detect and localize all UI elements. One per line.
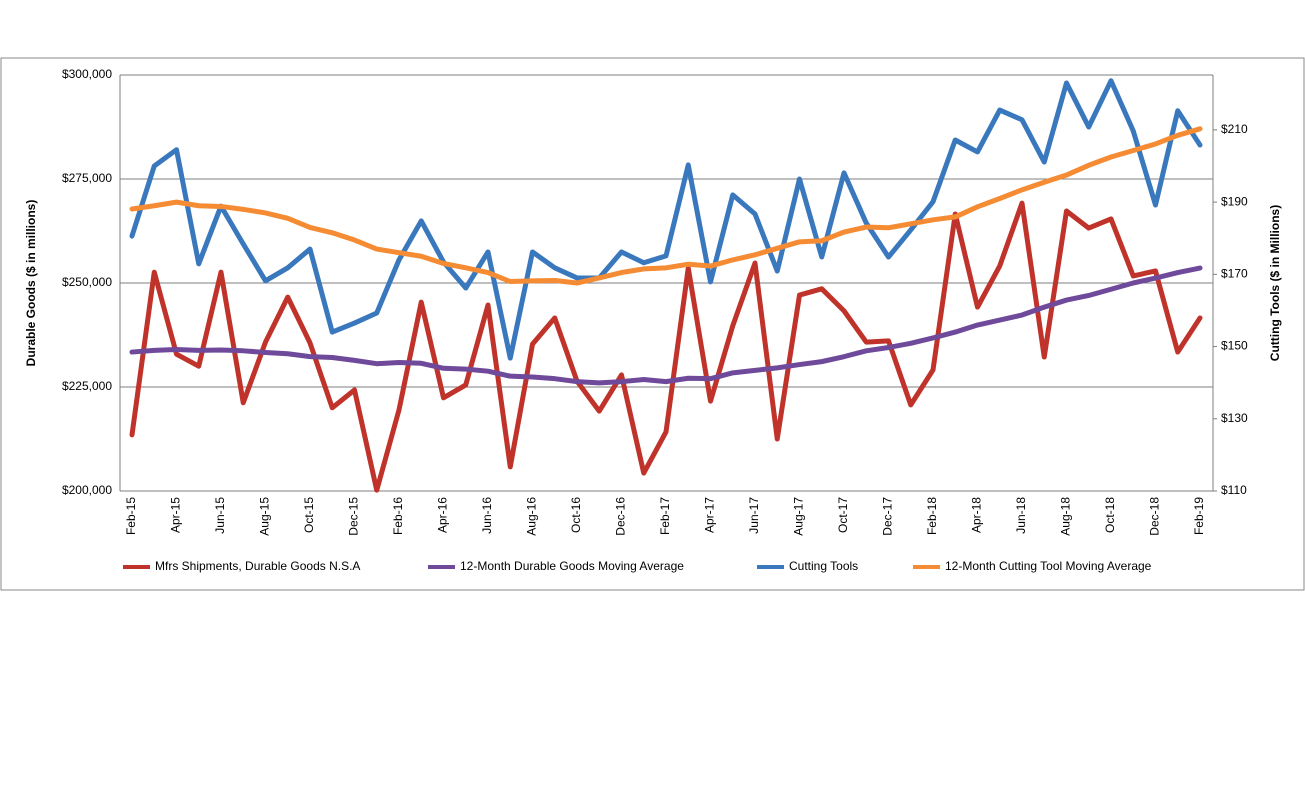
data-line bbox=[129, 200, 1203, 493]
y-tick-label: $250,000 bbox=[62, 275, 112, 289]
y-tick-label: $225,000 bbox=[62, 379, 112, 393]
x-tick-label: Aug-18 bbox=[1059, 497, 1073, 536]
x-tick-label: Dec-15 bbox=[347, 497, 361, 536]
x-tick-label: Aug-17 bbox=[792, 497, 806, 536]
x-tick-label: Jun-16 bbox=[480, 497, 494, 534]
y2-tick-label: $110 bbox=[1221, 483, 1247, 497]
x-tick-label: Oct-17 bbox=[836, 497, 850, 533]
x-tick-label: Feb-17 bbox=[658, 497, 672, 535]
x-tick-label: Apr-18 bbox=[970, 497, 984, 533]
y-tick-label: $300,000 bbox=[62, 67, 112, 81]
x-tick-label: Dec-18 bbox=[1148, 497, 1162, 536]
x-tick-label: Aug-16 bbox=[525, 497, 539, 536]
legend-label: 12-Month Cutting Tool Moving Average bbox=[945, 559, 1152, 573]
chart-frame bbox=[0, 57, 1305, 591]
y-tick-label: $200,000 bbox=[62, 483, 112, 497]
y-tick-label: $275,000 bbox=[62, 171, 112, 185]
y2-tick-label: $170 bbox=[1221, 267, 1248, 281]
x-tick-label: Feb-19 bbox=[1192, 497, 1206, 535]
x-tick-label: Apr-15 bbox=[169, 497, 183, 533]
y2-axis-title: Cutting Tools ($ in Millions) bbox=[1268, 205, 1282, 361]
x-tick-label: Jun-17 bbox=[747, 497, 761, 534]
legend-label: Mfrs Shipments, Durable Goods N.S.A bbox=[155, 559, 360, 573]
x-tick-label: Oct-15 bbox=[302, 497, 316, 533]
x-tick-label: Apr-17 bbox=[703, 497, 717, 533]
x-tick-label: Oct-16 bbox=[569, 497, 583, 533]
y2-tick-label: $150 bbox=[1221, 339, 1248, 353]
x-tick-label: Dec-16 bbox=[614, 497, 628, 536]
data-line bbox=[129, 78, 1203, 361]
x-tick-label: Feb-18 bbox=[925, 497, 939, 535]
y-axis-title: Durable Goods ($ in millions) bbox=[24, 200, 38, 367]
x-tick-label: Dec-17 bbox=[881, 497, 895, 536]
legend-label: Cutting Tools bbox=[789, 559, 858, 573]
data-line bbox=[129, 265, 1203, 386]
x-tick-label: Apr-16 bbox=[436, 497, 450, 533]
legend-label: 12-Month Durable Goods Moving Average bbox=[460, 559, 684, 573]
x-tick-label: Feb-15 bbox=[124, 497, 138, 535]
y2-tick-label: $190 bbox=[1221, 194, 1248, 208]
y2-tick-label: $210 bbox=[1221, 122, 1248, 136]
x-tick-label: Aug-15 bbox=[258, 497, 272, 536]
x-tick-label: Jun-15 bbox=[213, 497, 227, 534]
data-line bbox=[129, 126, 1203, 286]
x-tick-label: Jun-18 bbox=[1014, 497, 1028, 534]
y2-tick-label: $130 bbox=[1221, 411, 1248, 425]
x-tick-label: Oct-18 bbox=[1103, 497, 1117, 533]
x-tick-label: Feb-16 bbox=[391, 497, 405, 535]
